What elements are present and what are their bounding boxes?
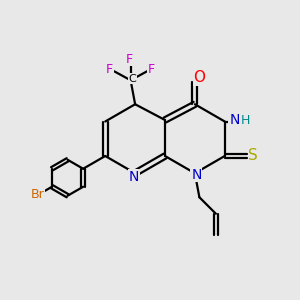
- Text: F: F: [126, 53, 133, 66]
- Text: Br: Br: [31, 188, 45, 202]
- Text: S: S: [248, 148, 258, 164]
- Text: O: O: [194, 70, 206, 85]
- Text: N: N: [229, 113, 239, 127]
- Text: H: H: [241, 114, 250, 128]
- Text: C: C: [128, 74, 136, 84]
- Text: N: N: [191, 168, 202, 182]
- Text: F: F: [148, 63, 155, 76]
- Text: F: F: [106, 63, 113, 76]
- Text: N: N: [128, 170, 139, 184]
